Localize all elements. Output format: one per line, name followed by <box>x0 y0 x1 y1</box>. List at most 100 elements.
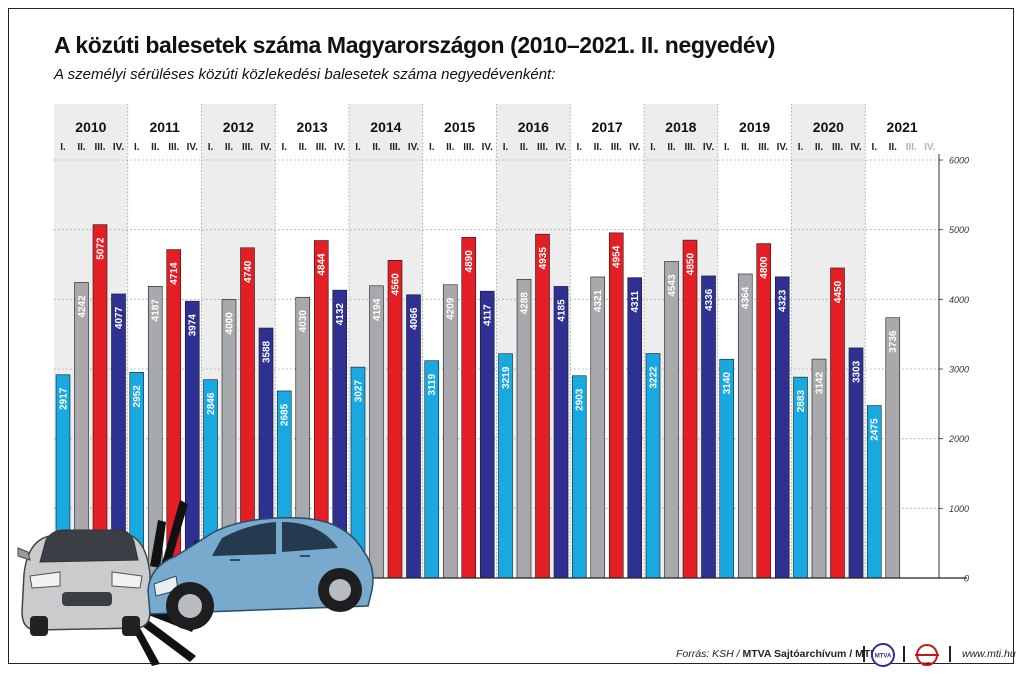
bar-2014-q4 <box>406 294 421 579</box>
bar-value-label: 3588 <box>262 340 273 363</box>
bar-value-label: 3736 <box>888 330 899 353</box>
quarter-label: I. <box>724 142 730 153</box>
bar-value-label: 3119 <box>427 373 438 395</box>
silver-car-icon <box>17 529 151 636</box>
quarter-label: III. <box>906 142 917 153</box>
bar-value-label: 4209 <box>446 297 457 320</box>
quarter-label: IV. <box>555 142 567 153</box>
footer-separator <box>863 646 865 662</box>
bar-2018-q4 <box>701 275 716 579</box>
quarter-label: II. <box>372 142 381 153</box>
bar-value-label: 2917 <box>59 387 70 410</box>
year-label-2016: 2016 <box>518 119 549 135</box>
bar-2019-q4 <box>774 276 790 579</box>
year-label-2010: 2010 <box>75 119 106 135</box>
year-labels: 2010 2011 2012 2013 2014 2015 2016 2017 2018 2019… <box>75 119 918 135</box>
bar-2010-q3 <box>92 224 108 579</box>
quarter-label: II. <box>594 142 603 153</box>
y-tick-label: 1000 <box>949 504 969 514</box>
quarter-label: III. <box>316 142 327 153</box>
quarter-label: III. <box>463 142 474 153</box>
bar-value-label: 5072 <box>96 237 107 260</box>
bar-value-label: 4242 <box>77 295 88 318</box>
bar-value-label: 4066 <box>409 307 420 330</box>
source-text: Forrás: KSH / MTVA Sajtóarchívum / MTI <box>676 648 873 660</box>
y-tick-label: 5000 <box>949 225 969 235</box>
quarter-label: II. <box>815 142 824 153</box>
bar-value-label: 4560 <box>391 273 402 296</box>
bar-value-label: 4543 <box>667 274 678 297</box>
y-tick-label: 6000 <box>949 156 969 166</box>
bar-2017-q2 <box>590 276 606 579</box>
quarter-label: IV. <box>187 142 199 153</box>
bar-value-label: 4132 <box>335 303 346 326</box>
quarter-label: IV. <box>408 142 420 153</box>
bar-value-label: 4000 <box>225 312 236 335</box>
quarter-label: I. <box>576 142 582 153</box>
bar-value-label: 3303 <box>852 360 863 383</box>
quarter-label: IV. <box>629 142 641 153</box>
quarter-label: I. <box>798 142 804 153</box>
quarter-label: IV. <box>334 142 346 153</box>
year-label-2017: 2017 <box>592 119 623 135</box>
mtva-logo-text: MTVA <box>875 654 892 660</box>
year-label-2013: 2013 <box>297 119 328 135</box>
quarter-label: I. <box>355 142 361 153</box>
quarter-label: IV. <box>703 142 715 153</box>
quarter-label: IV. <box>850 142 862 153</box>
bar-value-label: 4187 <box>151 299 162 322</box>
bar-2016-q2 <box>516 278 532 579</box>
quarter-label: II. <box>520 142 529 153</box>
bar-value-label: 2685 <box>280 403 291 426</box>
bar-value-label: 2846 <box>206 392 217 415</box>
bar-2011-q4 <box>184 300 200 579</box>
quarter-label: I. <box>429 142 435 153</box>
quarter-label: IV. <box>260 142 272 153</box>
year-label-2014: 2014 <box>370 119 401 135</box>
bar-value-label: 3027 <box>354 380 365 403</box>
bar-value-label: 4321 <box>593 289 604 312</box>
year-label-2021: 2021 <box>887 119 918 135</box>
bar-2017-q3 <box>608 232 624 579</box>
mti-logo-icon: MTI <box>915 644 939 668</box>
mtva-logo-icon: MTVA <box>871 643 895 667</box>
bar-value-label: 3222 <box>649 366 660 389</box>
mti-logo-text: MTI <box>923 662 932 668</box>
quarter-label: III. <box>389 142 400 153</box>
quarter-labels: I. II. III. IV. I. II. III. IV. I. II. III. IV. I. II… <box>60 142 935 153</box>
bar-value-label: 4954 <box>612 245 623 268</box>
bar-2021-q2 <box>885 317 901 579</box>
y-tick-label: 4000 <box>949 295 969 305</box>
bar-2015-q3 <box>461 237 477 579</box>
quarter-label: II. <box>225 142 234 153</box>
bar-value-label: 4850 <box>686 253 697 276</box>
bar-value-label: 2475 <box>870 418 881 441</box>
quarter-label: I. <box>281 142 287 153</box>
quarter-label: III. <box>832 142 843 153</box>
quarter-label: II. <box>77 142 86 153</box>
footer-separator <box>903 646 905 662</box>
bar-2018-q2 <box>664 261 679 579</box>
quarter-label: III. <box>537 142 548 153</box>
footer-url[interactable]: www.mti.hu <box>962 648 1016 660</box>
bar-value-label: 4844 <box>317 253 328 276</box>
bar-value-label: 2883 <box>796 390 807 413</box>
bar-2015-q4 <box>479 290 495 579</box>
quarter-label: I. <box>871 142 877 153</box>
quarter-label: II. <box>741 142 750 153</box>
quarter-label: I. <box>503 142 509 153</box>
bar-2014-q3 <box>387 260 403 579</box>
bar-value-label: 3974 <box>188 314 199 337</box>
bar-value-label: 3219 <box>501 366 512 389</box>
quarter-label: III. <box>611 142 622 153</box>
bar-2017-q4 <box>627 277 643 579</box>
bar-value-label: 4030 <box>298 310 309 333</box>
quarter-label: IV. <box>482 142 494 153</box>
bar-value-label: 4288 <box>520 292 531 315</box>
bar-2019-q2 <box>737 273 753 579</box>
quarter-label: III. <box>242 142 253 153</box>
bar-value-label: 4450 <box>833 280 844 303</box>
chart-title: A közúti balesetek száma Magyarországon … <box>54 32 775 58</box>
bar-value-label: 4890 <box>464 250 475 273</box>
